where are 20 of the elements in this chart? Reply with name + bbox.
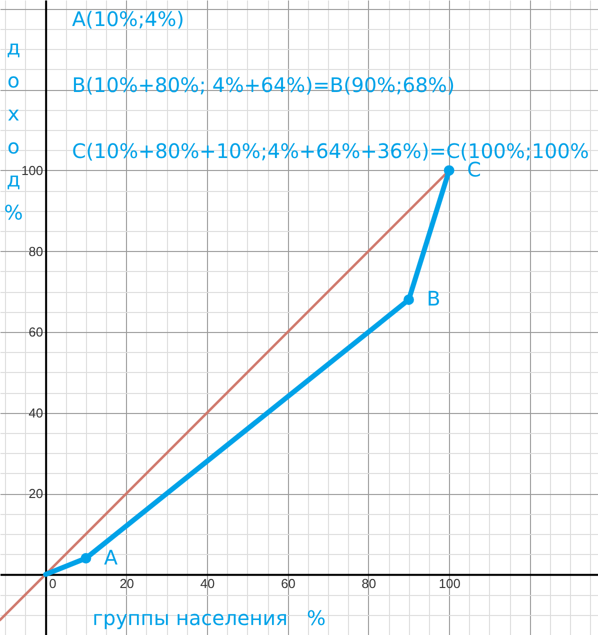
- x-tick-label: 100: [438, 576, 460, 591]
- point: [444, 165, 454, 176]
- y-tick-label: 20: [28, 486, 44, 502]
- annotation: B: [426, 286, 440, 311]
- x-tick-label: 80: [362, 576, 376, 591]
- x-tick-label: 40: [200, 576, 215, 591]
- annotation: A(10%;4%): [72, 7, 184, 31]
- y-tick-label: 80: [28, 244, 44, 259]
- annotation: A: [104, 545, 118, 570]
- x-tick-label: 0: [49, 576, 56, 591]
- point: [80, 553, 92, 564]
- x-tick-label: 20: [120, 576, 134, 591]
- x-tick-label: 60: [280, 576, 296, 591]
- annotation: B(10%+80%; 4%+64%)=B(90%;68%): [72, 73, 455, 97]
- x-axis-title: группы населения %: [92, 606, 326, 630]
- y-tick-label: 100: [21, 162, 44, 178]
- y-tick-label: 60: [28, 324, 44, 340]
- point: [404, 294, 414, 305]
- y-tick-label: 40: [28, 405, 44, 420]
- y-axis-title: доход %: [4, 36, 24, 224]
